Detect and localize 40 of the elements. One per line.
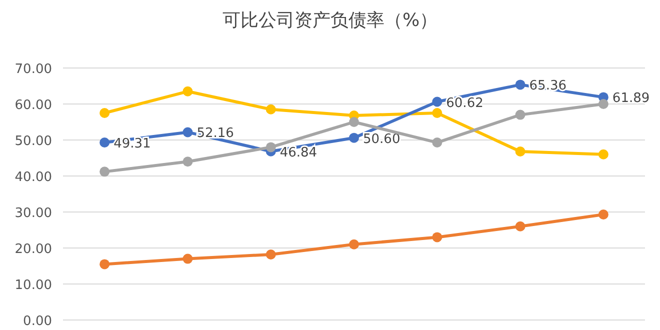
data-label: 52.16 bbox=[196, 126, 234, 142]
point bbox=[515, 146, 526, 157]
point bbox=[598, 149, 608, 160]
data-label: 49.31 bbox=[114, 136, 151, 152]
point bbox=[432, 108, 442, 118]
y-tick-label: 20.00 bbox=[14, 242, 52, 257]
point bbox=[432, 232, 442, 242]
data-label: 60.62 bbox=[446, 96, 484, 111]
title: 可比公司资产负债率（%） bbox=[222, 10, 438, 31]
point bbox=[515, 80, 526, 90]
point bbox=[182, 156, 193, 167]
point bbox=[100, 137, 110, 148]
y-tick-label: 0.00 bbox=[23, 314, 52, 329]
y-tick-label: 10.00 bbox=[14, 278, 52, 293]
y-tick-label: 40.00 bbox=[14, 170, 52, 185]
point bbox=[432, 96, 442, 107]
point bbox=[349, 239, 359, 250]
y-tick-label: 30.00 bbox=[14, 206, 52, 221]
point bbox=[182, 127, 193, 138]
point bbox=[349, 132, 359, 143]
point bbox=[432, 138, 442, 148]
data-label: 46.84 bbox=[280, 145, 318, 160]
point bbox=[266, 104, 276, 114]
point bbox=[598, 210, 608, 220]
point bbox=[515, 110, 526, 120]
point bbox=[266, 249, 276, 260]
point bbox=[100, 108, 110, 118]
point bbox=[266, 142, 276, 152]
point bbox=[515, 221, 526, 232]
point bbox=[100, 259, 110, 270]
y-tick-label: 50.00 bbox=[14, 134, 52, 149]
point bbox=[182, 254, 193, 264]
data-label: 50.60 bbox=[363, 132, 400, 147]
point bbox=[182, 86, 193, 96]
y-tick-label: 60.00 bbox=[14, 98, 52, 113]
point bbox=[100, 166, 110, 177]
point bbox=[598, 99, 608, 109]
y-tick-label: 70.00 bbox=[14, 62, 52, 77]
point bbox=[349, 117, 359, 127]
data-label: 61.89 bbox=[612, 91, 650, 106]
